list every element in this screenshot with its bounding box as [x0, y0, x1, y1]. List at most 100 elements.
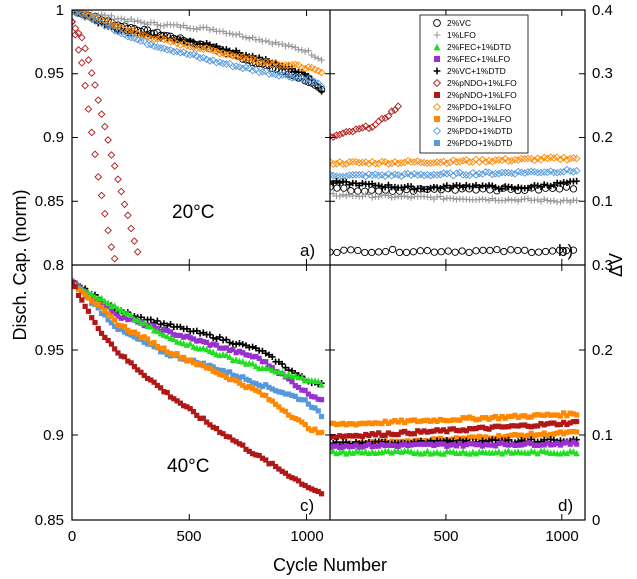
data-point: [362, 448, 369, 455]
data-point: [203, 346, 210, 353]
data-point: [363, 431, 369, 438]
data-point: [158, 385, 164, 391]
data-point: [118, 353, 124, 359]
data-point: [342, 127, 351, 136]
data-point: [98, 299, 105, 306]
data-point: [541, 442, 547, 448]
data-point: [118, 326, 124, 332]
data-point: [340, 420, 346, 426]
data-point: [95, 301, 101, 308]
data-point: [538, 412, 544, 418]
data-point: [408, 417, 414, 423]
data-point: [144, 375, 151, 382]
data-point: [123, 211, 132, 220]
data-point: [499, 413, 505, 420]
data-point: [242, 63, 250, 72]
data-point: [485, 156, 493, 165]
legend-marker: [433, 43, 441, 51]
data-point: [418, 429, 424, 435]
data-point: [524, 449, 532, 456]
data-point: [249, 343, 256, 350]
data-point: [514, 156, 523, 164]
data-point: [265, 70, 273, 78]
data-point: [353, 422, 359, 428]
data-point: [240, 374, 246, 380]
data-point: [572, 154, 581, 163]
data-point: [512, 442, 518, 449]
tick-label-x: 1000: [290, 528, 323, 545]
data-point: [256, 389, 262, 395]
data-point: [292, 44, 299, 51]
data-point: [227, 377, 233, 383]
data-point: [355, 170, 364, 179]
data-point: [509, 423, 515, 429]
data-point: [547, 198, 554, 205]
data-point: [232, 47, 240, 54]
data-point: [193, 327, 200, 335]
data-point: [402, 441, 408, 447]
data-point: [453, 196, 460, 203]
data-point: [150, 19, 158, 26]
data-point: [271, 58, 280, 67]
data-point: [522, 422, 528, 428]
data-point: [309, 404, 315, 410]
data-point: [473, 442, 479, 448]
data-point: [426, 159, 435, 167]
data-point: [115, 350, 121, 356]
data-point: [94, 96, 103, 105]
data-point: [265, 351, 273, 359]
data-point: [98, 294, 105, 302]
data-point: [275, 358, 283, 366]
data-point: [450, 426, 456, 432]
data-point: [525, 432, 531, 438]
data-point: [279, 407, 285, 413]
data-point: [492, 413, 499, 420]
panel-label-a: a): [300, 241, 315, 260]
data-point: [197, 360, 203, 367]
data-point: [75, 292, 82, 299]
data-point: [478, 155, 487, 164]
data-point: [148, 377, 154, 383]
data-point: [124, 18, 132, 25]
y-axis-title-right: ΔV: [606, 253, 626, 277]
data-point: [154, 327, 161, 335]
data-point: [570, 428, 577, 435]
data-point: [522, 441, 528, 447]
data-point: [418, 418, 424, 424]
data-point: [294, 61, 303, 69]
data-point: [514, 246, 522, 255]
data-point: [112, 317, 118, 323]
data-point: [330, 171, 338, 180]
data-point: [382, 432, 388, 438]
data-point: [87, 128, 96, 137]
data-point: [79, 297, 85, 303]
data-point: [361, 172, 370, 181]
legend-entry-label: 2%pNDO+1%LFO: [447, 78, 517, 88]
data-point: [405, 442, 411, 449]
data-point: [541, 436, 548, 443]
data-point: [387, 107, 396, 116]
data-point: [483, 434, 489, 440]
data-point: [332, 159, 341, 168]
data-point: [389, 419, 395, 425]
data-point: [177, 332, 183, 339]
data-point: [442, 169, 451, 178]
data-point: [518, 442, 525, 448]
data-point: [348, 127, 357, 136]
data-point: [460, 443, 466, 449]
data-point: [194, 338, 200, 344]
data-point: [381, 114, 390, 123]
data-point: [447, 417, 453, 424]
data-point: [548, 432, 554, 438]
data-point: [246, 352, 252, 358]
data-point: [554, 422, 560, 428]
data-point: [146, 40, 155, 49]
data-point: [411, 431, 417, 437]
data-point: [125, 331, 131, 337]
data-point: [479, 437, 486, 444]
data-point: [504, 157, 513, 165]
data-point: [524, 195, 532, 202]
data-point: [548, 412, 554, 418]
data-point: [544, 440, 551, 446]
data-point: [343, 443, 349, 449]
